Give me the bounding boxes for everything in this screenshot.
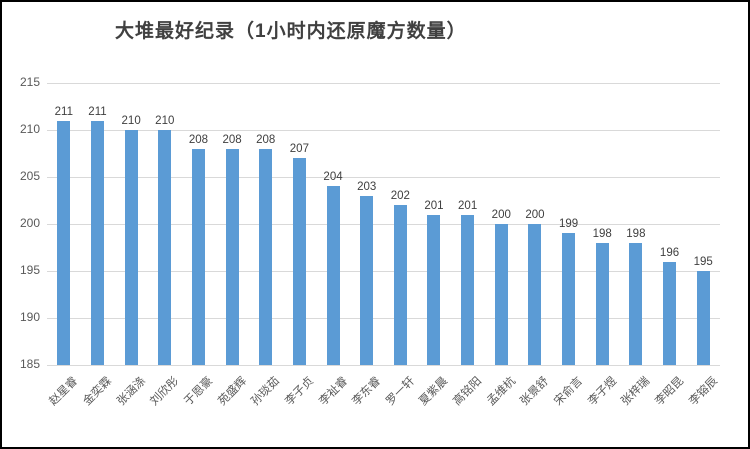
bar-李子煜 — [595, 242, 609, 365]
data-label: 195 — [693, 256, 713, 268]
gridline-y215 — [47, 83, 720, 84]
data-label: 198 — [592, 227, 612, 240]
data-label: 210 — [155, 115, 175, 127]
bar-夏紫晨 — [427, 214, 441, 365]
y-axis-tick-label: 205 — [19, 169, 40, 183]
y-axis-tick-label: 190 — [19, 310, 40, 324]
x-axis-category-label: 苑盛辉 — [215, 375, 249, 409]
y-axis-tick-label: 215 — [19, 75, 40, 89]
y-axis-tick-label: 185 — [19, 357, 40, 371]
bar-孟维杭 — [494, 224, 508, 365]
data-label: 211 — [54, 105, 73, 118]
bar-李东睿 — [360, 195, 374, 365]
bar-赵星睿 — [57, 120, 71, 365]
bar-孙琰茹 — [259, 148, 273, 365]
x-axis-category-label: 金奕霖 — [81, 375, 115, 409]
y-axis-tick-label: 195 — [19, 263, 40, 277]
bar-李祉睿 — [326, 186, 340, 365]
x-axis-category-label: 于恩豪 — [182, 375, 216, 409]
x-axis-category-label: 李昭昆 — [653, 375, 687, 409]
data-label: 203 — [357, 180, 377, 193]
data-label: 211 — [88, 105, 107, 118]
x-axis-category-label: 孙琰茹 — [249, 375, 283, 409]
data-label: 201 — [458, 199, 478, 212]
data-label: 200 — [525, 209, 545, 221]
bar-宋俞言 — [562, 233, 576, 365]
data-label: 204 — [323, 171, 343, 184]
x-axis-category-label: 张景舒 — [518, 375, 552, 409]
bar-李镕辰 — [696, 271, 710, 365]
x-axis-category-label: 张涵涤 — [114, 375, 148, 409]
bar-苑盛辉 — [225, 148, 239, 365]
x-axis-category-label: 高铭阳 — [451, 375, 485, 409]
bar-张景舒 — [528, 224, 542, 365]
gridline-y210 — [47, 130, 720, 131]
bar-张梓瑞 — [629, 242, 643, 365]
x-axis-category-label: 李镕辰 — [686, 375, 720, 409]
data-label: 208 — [222, 133, 242, 146]
data-label: 201 — [424, 199, 444, 212]
bar-于恩豪 — [191, 148, 205, 365]
bar-张涵涤 — [124, 130, 138, 365]
chart-title: 大堆最好纪录（1小时内还原魔方数量） — [115, 21, 467, 42]
bar-李子贞 — [292, 158, 306, 365]
x-axis-category-label: 孟维杭 — [484, 375, 518, 409]
bar-高铭阳 — [461, 214, 475, 365]
gridline-y185 — [47, 365, 720, 366]
bar-罗一轩 — [393, 205, 407, 365]
bar-李昭昆 — [663, 261, 677, 365]
data-label: 208 — [256, 133, 276, 146]
data-label: 200 — [491, 209, 511, 221]
data-label: 198 — [626, 227, 646, 240]
gridline-y200 — [47, 224, 720, 225]
x-axis-category-label: 李祉睿 — [316, 375, 350, 409]
data-label: 208 — [188, 133, 209, 146]
data-label: 210 — [121, 115, 141, 127]
data-label: 202 — [390, 190, 410, 203]
bar-金奕霖 — [90, 120, 104, 365]
data-label: 207 — [289, 143, 309, 156]
plot-area: 211 赵星睿 211 金奕霖 210 张涵涤 210 刘欣彤 208 于恩豪 208 苑盛辉 208 孙… — [47, 83, 720, 408]
y-axis-tick-label: 200 — [19, 216, 40, 230]
gridline-y205 — [47, 177, 720, 178]
x-axis-category-label: 罗一轩 — [384, 375, 417, 409]
x-axis-category-label: 张梓瑞 — [619, 375, 653, 409]
gridline-y195 — [47, 271, 720, 272]
gridline-y190 — [47, 318, 720, 319]
data-label: 196 — [659, 246, 680, 259]
x-axis-category-label: 李东睿 — [350, 375, 384, 409]
x-axis-category-label: 刘欣彤 — [148, 375, 182, 409]
x-axis-category-label: 夏紫晨 — [417, 375, 451, 409]
x-axis-category-label: 赵星睿 — [47, 375, 81, 409]
y-axis-tick-label: 210 — [19, 122, 40, 136]
x-axis-category-label: 李子煜 — [585, 375, 619, 409]
x-axis-category-label: 宋俞言 — [552, 375, 586, 409]
bar-刘欣彤 — [158, 130, 172, 365]
x-axis-category-label: 李子贞 — [283, 375, 316, 409]
data-label: 199 — [558, 218, 579, 231]
